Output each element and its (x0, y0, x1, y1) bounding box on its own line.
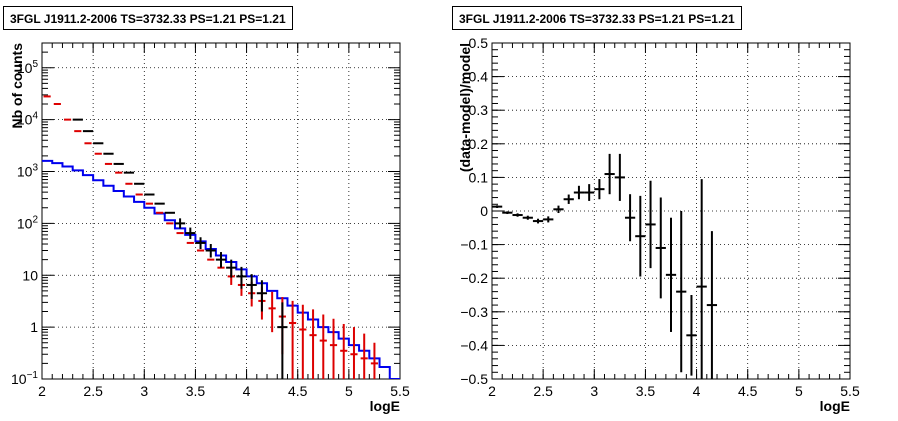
y-tick-label: 102 (17, 214, 39, 231)
x-tick-label: 3.5 (636, 383, 656, 399)
y-tick-label: 103 (17, 163, 39, 180)
y-tick-label: 1 (30, 319, 38, 335)
residual-plot-area (492, 153, 718, 379)
x-tick-label: 2.5 (533, 383, 553, 399)
x-axis-label: logE (820, 398, 850, 414)
y-tick-label: 104 (17, 111, 39, 128)
counts-plot-area (42, 95, 400, 379)
y-tick-label: −0.2 (460, 270, 488, 286)
y-tick-label: 10 (22, 267, 38, 283)
y-tick-label: 10−1 (11, 370, 38, 387)
x-tick-label: 4 (243, 383, 251, 399)
left-chart-title: 3FGL J1911.2-2006 TS=3732.33 PS=1.21 PS=… (3, 6, 293, 30)
y-axis-label: Nb of counts (9, 43, 25, 129)
x-tick-label: 3 (140, 383, 148, 399)
x-tick-label: 5.5 (390, 383, 410, 399)
y-tick-label: −0.5 (460, 371, 488, 387)
y-tick-label: 0.3 (469, 102, 489, 118)
y-tick-label: 0.5 (469, 35, 489, 51)
model-series-line (42, 159, 400, 379)
right-chart-title: 3FGL J1911.2-2006 TS=3732.33 PS=1.21 PS=… (452, 6, 742, 30)
x-tick-label: 4.5 (288, 383, 308, 399)
x-tick-label: 5.5 (840, 383, 860, 399)
y-tick-label: 0.4 (469, 69, 489, 85)
y-tick-label: 0.2 (469, 136, 489, 152)
y-axis-label: (data-model)/model (457, 43, 473, 172)
plot-frame (41, 42, 401, 380)
y-tick-label: 0.1 (469, 169, 489, 185)
x-tick-label: 3.5 (186, 383, 206, 399)
y-tick-label: −0.3 (460, 304, 488, 320)
x-tick-label: 2 (488, 383, 496, 399)
x-tick-label: 3 (590, 383, 598, 399)
y-tick-label: 0 (480, 203, 488, 219)
x-axis-label: logE (370, 398, 400, 414)
y-tick-label: −0.4 (460, 337, 488, 353)
x-tick-label: 5 (345, 383, 353, 399)
counts-panel: 2 2.5 3 3.5 4 4.5 5 5.5 10−1 1 10 102 103 104 105 logE N… (9, 42, 410, 414)
x-tick-label: 4.5 (738, 383, 758, 399)
x-tick-label: 4 (693, 383, 701, 399)
x-tick-label: 2.5 (83, 383, 103, 399)
residuals-panel: 2 2.5 3 3.5 4 4.5 5 5.5 −0.5 −0.4 −0.3 −0.2 −0.1 0 0.1… (457, 35, 860, 414)
y-tick-label: −0.1 (460, 237, 488, 253)
x-tick-label: 5 (795, 383, 803, 399)
x-tick-label: 2 (38, 383, 46, 399)
y-tick-label: 105 (17, 59, 39, 76)
